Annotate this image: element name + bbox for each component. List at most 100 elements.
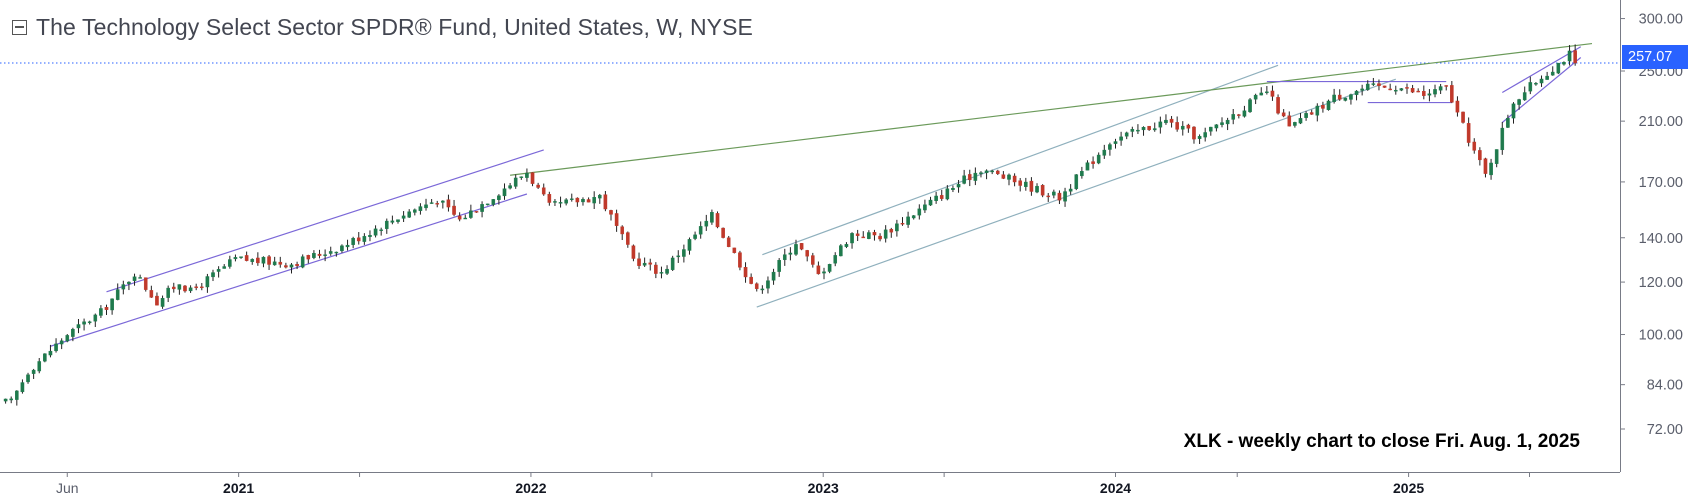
candle <box>687 237 692 255</box>
candle <box>1276 94 1280 115</box>
trendline-layer <box>0 42 1620 347</box>
candle <box>1298 112 1303 125</box>
candle-body <box>1248 99 1252 113</box>
price-tick-label: 140.00 <box>1639 231 1683 247</box>
candle <box>452 199 456 217</box>
candle-body <box>547 194 552 203</box>
candle <box>1091 156 1095 169</box>
candle-body <box>127 281 131 284</box>
candle <box>149 285 154 298</box>
candle-body <box>396 219 400 222</box>
candle <box>693 231 697 241</box>
candle <box>788 247 793 261</box>
candle-body <box>295 264 299 267</box>
trendline <box>1501 46 1582 94</box>
candle-body <box>1113 141 1118 144</box>
candle <box>104 304 109 316</box>
candle-body <box>188 287 193 292</box>
candle <box>631 244 636 262</box>
candle <box>435 200 440 208</box>
candle <box>726 235 731 248</box>
candle <box>1248 98 1252 113</box>
candle-body <box>177 284 182 290</box>
candle-body <box>1180 125 1185 130</box>
candle-body <box>1130 129 1135 132</box>
candle <box>558 196 563 208</box>
candle-body <box>586 199 591 203</box>
candle-body <box>1522 92 1527 101</box>
candle-body <box>1393 89 1398 92</box>
candle-body <box>138 277 142 279</box>
candle <box>1321 101 1325 113</box>
candle <box>962 169 966 185</box>
candle <box>990 169 994 175</box>
candle <box>861 231 866 239</box>
candle-body <box>1214 124 1219 129</box>
candle <box>1550 66 1555 76</box>
candle <box>351 236 355 249</box>
candle <box>1393 85 1398 95</box>
candle-body <box>1562 62 1566 65</box>
candle <box>844 242 849 249</box>
candle <box>883 225 888 243</box>
candle-body <box>1377 83 1381 86</box>
candle-body <box>1063 191 1067 202</box>
candle <box>1410 84 1415 94</box>
trendline <box>756 78 1396 308</box>
candle <box>1309 109 1314 115</box>
candle <box>1102 144 1107 159</box>
candle-body <box>620 226 625 235</box>
candle <box>867 230 871 240</box>
candle-body <box>216 269 221 272</box>
candle-body <box>777 260 781 272</box>
candle <box>441 200 445 209</box>
candle-body <box>687 239 692 251</box>
candle <box>1192 126 1196 144</box>
candle-body <box>115 289 120 300</box>
candle-body <box>1343 97 1348 101</box>
candle <box>312 250 316 260</box>
candle-body <box>278 261 283 265</box>
candle-body <box>816 265 821 275</box>
candle-body <box>1158 121 1163 128</box>
candle <box>1270 85 1275 101</box>
candle-body <box>553 201 557 203</box>
candle-body <box>1237 114 1241 116</box>
candle-body <box>1018 180 1023 186</box>
candle <box>945 185 950 201</box>
candle-body <box>665 268 669 274</box>
candle <box>1567 45 1572 66</box>
collapse-icon[interactable] <box>12 19 27 35</box>
candle <box>698 221 703 239</box>
price-tick-label: 170.00 <box>1639 175 1683 191</box>
candle-body <box>463 217 468 220</box>
candle-body <box>1080 171 1084 177</box>
candle-body <box>1152 128 1157 131</box>
candle-body <box>1175 122 1179 130</box>
candle-body <box>995 170 1000 174</box>
candle <box>704 214 709 231</box>
candle-body <box>250 259 255 262</box>
candle <box>424 198 428 211</box>
candle <box>267 254 271 270</box>
candle-body <box>418 206 423 211</box>
candle <box>1332 88 1336 104</box>
candle-body <box>1382 85 1387 88</box>
candle <box>1455 96 1460 117</box>
candle <box>911 215 916 220</box>
candle <box>379 227 383 236</box>
candle-body <box>1365 83 1370 90</box>
candle <box>1169 116 1174 128</box>
candle <box>323 249 327 262</box>
candle <box>721 227 725 239</box>
candle-body <box>603 194 608 210</box>
candle-body <box>1427 93 1432 96</box>
candle-body <box>984 170 989 174</box>
candle <box>1214 124 1219 132</box>
candle-body <box>379 229 383 231</box>
candle-body <box>1528 82 1533 92</box>
candle-body <box>457 215 462 220</box>
candle-body <box>844 244 849 247</box>
candle <box>1113 138 1118 149</box>
